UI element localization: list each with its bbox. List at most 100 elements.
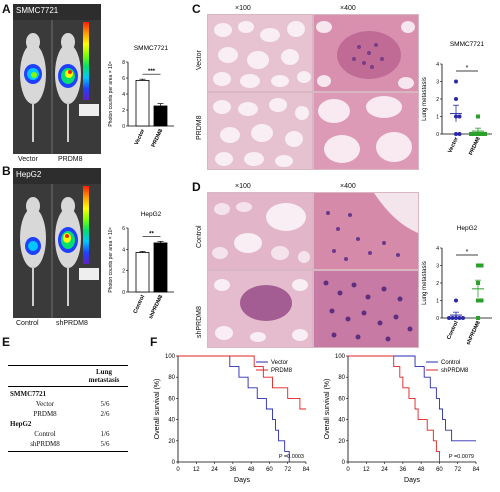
- table-cell-label: HepG2: [10, 420, 32, 428]
- x-tick-label: Vector: [447, 136, 460, 155]
- y-tick-label: 4: [436, 62, 439, 68]
- data-point: [450, 316, 455, 320]
- x-axis-label: Days: [404, 477, 420, 484]
- y-tick-label: 0: [122, 124, 125, 130]
- table-row: Vector 5/6: [8, 399, 128, 409]
- bioluminescence-image-B: HepG2: [13, 168, 101, 318]
- panel-label-A: A: [2, 2, 11, 16]
- legend-label: Vector: [271, 360, 288, 366]
- table-cell-value: 1/6: [100, 430, 110, 438]
- image-cell-line-label: SMMC7721: [16, 6, 59, 15]
- magnification-label-low: ×100: [235, 5, 251, 12]
- survival-curve: [178, 355, 290, 462]
- significance-label: **: [149, 231, 154, 237]
- x-tick-label: 12: [363, 467, 370, 473]
- data-point: [454, 298, 458, 303]
- x-tick-label: 0: [176, 467, 180, 473]
- p-value-label: P =0.0079: [449, 454, 474, 460]
- data-point: [476, 114, 480, 119]
- group-label-vector: Vector: [18, 156, 38, 163]
- y-tick-label: 20: [338, 439, 345, 445]
- magnification-label-low: ×100: [235, 183, 251, 190]
- panel-label-B: B: [2, 164, 11, 178]
- x-tick-label: shPRDM8: [466, 320, 482, 346]
- y-tick-label: 4: [122, 247, 125, 253]
- row-label-control: Control: [196, 225, 203, 248]
- table-row: PRDM8 2/6: [8, 409, 128, 419]
- histology-C-vector-low: [207, 14, 313, 92]
- scatter-chart-D: HepG2 0 1 2 3 4 Lung metastasis Control shPRDM8 *: [422, 225, 492, 346]
- group-label-shprdm8: shPRDM8: [56, 320, 88, 327]
- data-point: [454, 97, 458, 101]
- y-tick-label: 0: [342, 460, 346, 466]
- bar-chart-B: HepG2 0 2 4 6 Photon counts per area × 10⁸ Con…: [108, 211, 174, 320]
- y-tick-label: 40: [338, 418, 345, 424]
- survival-curve: [348, 355, 476, 442]
- y-tick-label: 40: [168, 418, 175, 424]
- x-tick-label: 72: [284, 467, 291, 473]
- row-label-shprdm8: shPRDM8: [196, 306, 203, 338]
- km-chart-F: 0 20 40 60 80 100 0 12 24 36 48 60 72 84 Days Overall s…: [154, 354, 310, 484]
- x-tick-label: Control: [446, 320, 460, 341]
- data-point: [457, 132, 462, 136]
- y-tick-label: 100: [165, 354, 176, 360]
- y-tick-label: 4: [122, 92, 125, 98]
- table-cell-label: SMMC7721: [10, 390, 47, 398]
- group-label-prdm8: PRDM8: [58, 156, 83, 163]
- x-tick-label: 48: [418, 467, 425, 473]
- table-header-lung-metastasis: Lung metastasis: [88, 368, 120, 384]
- y-tick-label: 2: [436, 97, 439, 103]
- data-point: [457, 316, 462, 320]
- panel-label-C: C: [192, 2, 201, 16]
- x-tick-label: PRDM8: [468, 136, 482, 156]
- y-tick-label: 1: [436, 299, 439, 305]
- survival-curve: [178, 355, 306, 410]
- x-axis-label: Days: [234, 477, 250, 484]
- y-tick-label: 6: [122, 226, 125, 232]
- histology-C-vector-high: [313, 14, 419, 92]
- data-point: [479, 298, 484, 303]
- bar: [153, 105, 168, 127]
- y-tick-label: 6: [122, 76, 125, 82]
- x-tick-label: 36: [400, 467, 407, 473]
- group-label-control: Control: [16, 320, 39, 327]
- y-tick-label: 3: [436, 264, 439, 270]
- histology-C-prdm8-low: [207, 92, 313, 170]
- table-row: SMMC7721: [8, 389, 128, 399]
- y-tick-label: 20: [168, 439, 175, 445]
- legend-label: Control: [441, 360, 460, 366]
- y-axis-label: Overall survival (%): [324, 379, 331, 440]
- table-row: Control 1/6: [8, 429, 128, 439]
- data-point: [469, 132, 473, 136]
- table-cell-label: Vector: [35, 400, 55, 408]
- x-tick-label: Control: [133, 294, 147, 315]
- p-value-label: P =0.0003: [279, 454, 304, 460]
- y-tick-label: 4: [436, 246, 439, 252]
- y-tick-label: 60: [338, 396, 345, 402]
- km-chart-G: 0 20 40 60 80 100 0 12 24 36 48 60 72 84 Days Overall s…: [324, 354, 480, 484]
- histology-C-prdm8-high: [313, 92, 419, 170]
- survival-curve: [348, 355, 440, 462]
- panel-label-F: F: [150, 335, 158, 349]
- data-point: [479, 132, 484, 136]
- x-tick-label: 72: [454, 467, 461, 473]
- significance-label: ***: [148, 69, 156, 75]
- table-cell-value: 5/6: [100, 400, 110, 408]
- chart-title: HepG2: [457, 225, 478, 232]
- y-tick-label: 2: [436, 281, 439, 287]
- x-tick-label: 0: [346, 467, 350, 473]
- x-tick-label: Vector: [134, 128, 147, 147]
- histology-D-shprdm8-low: [207, 270, 313, 348]
- y-tick-label: 80: [338, 375, 345, 381]
- y-tick-label: 0: [436, 316, 439, 322]
- y-tick-label: 60: [168, 396, 175, 402]
- row-label-vector: Vector: [196, 50, 203, 70]
- y-axis-label: Overall survival (%): [154, 379, 161, 440]
- table-cell-label: Control: [34, 430, 56, 438]
- bar: [135, 80, 150, 127]
- table-E-body: SMMC7721 Vector 5/6 PRDM8 2/6 HepG2 Control 1/6…: [8, 389, 128, 449]
- y-axis-label: Lung metastasis: [422, 261, 428, 305]
- x-tick-label: 12: [193, 467, 200, 473]
- chart-title: SMMC7721: [450, 41, 485, 48]
- scatter-chart-C: SMMC7721 0 1 2 3 4 Lung metastasis Vector PRDM8 *: [422, 41, 492, 156]
